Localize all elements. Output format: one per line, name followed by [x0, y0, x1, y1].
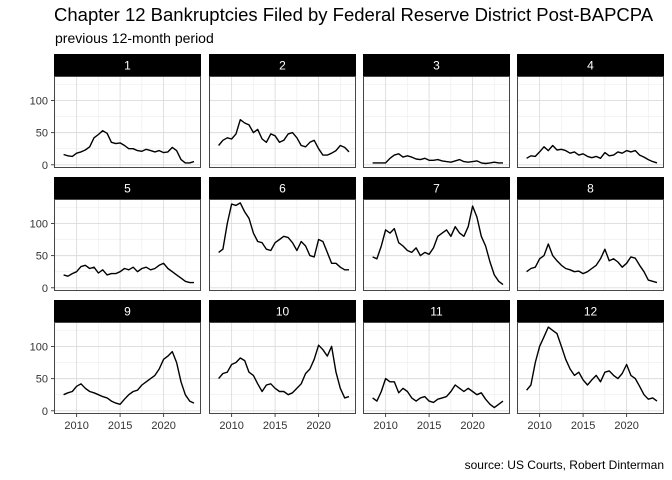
series-line-district-2: [218, 119, 350, 156]
facet-strip-3: [363, 54, 510, 76]
facet-panel-3: [363, 76, 510, 168]
y-tick-label: 0: [42, 406, 48, 418]
facet-strip-label-6: 6: [279, 182, 286, 196]
facet-strip-8: [517, 177, 664, 199]
series-line-district-7: [372, 205, 504, 286]
facet-strip-label-12: 12: [584, 305, 598, 319]
facet-strip-11: [363, 300, 510, 322]
facet-strip-6: [209, 177, 356, 199]
y-tick-label: 50: [36, 128, 48, 140]
x-tick-label: 2020: [460, 420, 484, 432]
facet-strip-label-7: 7: [433, 182, 440, 196]
series-line-district-5: [63, 262, 194, 284]
x-tick-label: 2020: [614, 420, 638, 432]
x-tick-label: 2015: [417, 420, 441, 432]
panel-border-4: [517, 76, 664, 168]
series-line-district-12: [526, 326, 658, 402]
series-line-district-8: [526, 243, 658, 284]
series-line-district-3: [372, 153, 503, 165]
facet-panel-9: [54, 322, 201, 414]
y-tick-label: 100: [30, 341, 48, 353]
facet-strip-4: [517, 54, 664, 76]
chart-caption: source: US Courts, Robert Dinterman: [464, 458, 664, 472]
series-line-district-9: [63, 350, 195, 405]
y-tick-label: 100: [30, 95, 48, 107]
facet-strip-10: [209, 300, 356, 322]
x-tick-label: 2015: [108, 420, 132, 432]
x-tick-label: 2010: [64, 420, 88, 432]
facet-strip-1: [54, 54, 201, 76]
x-tick-label: 2010: [219, 420, 243, 432]
facet-strip-9: [54, 300, 201, 322]
panel-border-6: [209, 199, 356, 291]
series-line-district-1: [63, 130, 195, 164]
facet-strip-label-2: 2: [279, 59, 286, 73]
y-tick-label: 50: [36, 251, 48, 263]
facet-panel-10: [209, 322, 356, 414]
facet-strip-label-11: 11: [430, 305, 443, 319]
facet-strip-12: [517, 300, 664, 322]
panel-border-7: [363, 199, 510, 291]
facet-panel-7: [363, 199, 510, 291]
facet-strip-label-8: 8: [587, 182, 594, 196]
x-tick-label: 2010: [373, 420, 397, 432]
facet-strip-5: [54, 177, 201, 199]
facet-strip-label-5: 5: [124, 182, 131, 196]
y-tick-label: 50: [36, 374, 48, 386]
x-tick-label: 2010: [527, 420, 551, 432]
facet-panel-8: [517, 199, 664, 291]
panel-border-1: [54, 76, 201, 168]
chart-title: Chapter 12 Bankruptcies Filed by Federal…: [54, 4, 654, 25]
x-tick-label: 2015: [263, 420, 287, 432]
facet-panel-2: [209, 76, 356, 168]
panel-border-9: [54, 322, 201, 414]
panel-border-12: [517, 322, 664, 414]
facet-strip-label-10: 10: [276, 305, 290, 319]
series-line-district-10: [218, 344, 350, 399]
facet-strip-2: [209, 54, 356, 76]
y-tick-label: 0: [42, 160, 48, 172]
facet-strip-7: [363, 177, 510, 199]
x-tick-label: 2015: [571, 420, 595, 432]
x-tick-label: 2020: [306, 420, 330, 432]
panel-border-10: [209, 322, 356, 414]
facet-strip-label-3: 3: [433, 59, 440, 73]
series-line-district-11: [372, 377, 504, 409]
facet-panel-4: [517, 76, 664, 168]
facet-panel-6: [209, 199, 356, 291]
facet-strip-label-9: 9: [124, 305, 131, 319]
panel-border-3: [363, 76, 510, 168]
chart-subtitle: previous 12-month period: [55, 30, 214, 46]
panel-border-2: [209, 76, 356, 168]
series-line-district-4: [526, 144, 658, 164]
facet-strip-label-4: 4: [587, 59, 594, 73]
panel-border-11: [363, 322, 510, 414]
panel-border-8: [517, 199, 664, 291]
facet-strip-label-1: 1: [124, 59, 131, 73]
y-tick-label: 0: [42, 283, 48, 295]
series-line-district-6: [218, 202, 349, 271]
panel-border-5: [54, 199, 201, 291]
facet-panel-12: [517, 322, 664, 414]
x-tick-label: 2020: [151, 420, 175, 432]
y-tick-label: 100: [30, 218, 48, 230]
